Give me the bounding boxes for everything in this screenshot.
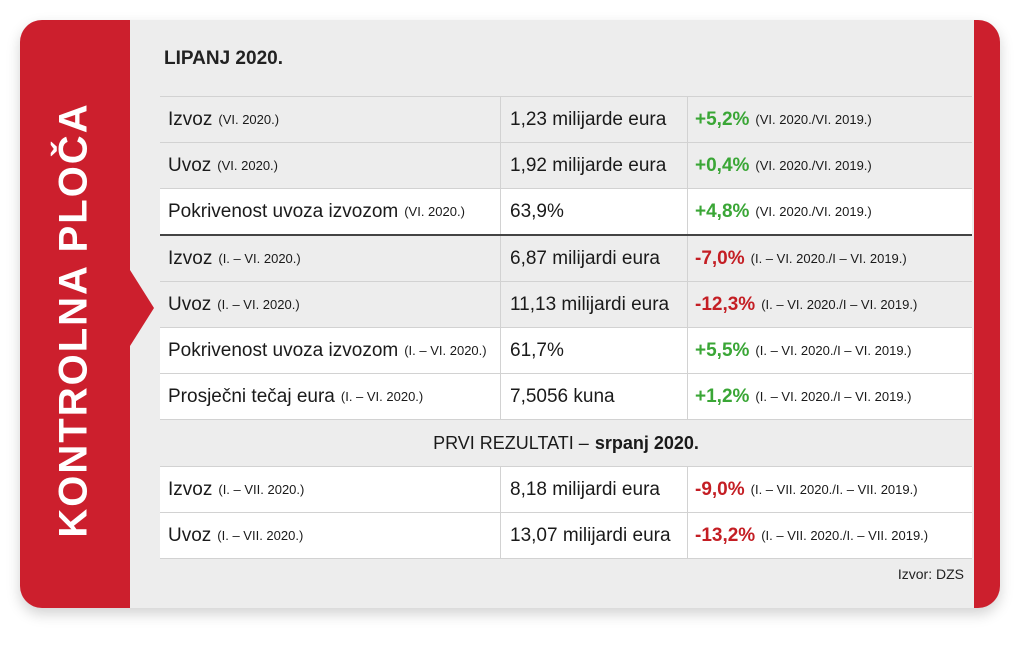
table-row: Prosječni tečaj eura (I. – VI. 2020.) 7,5…	[160, 373, 972, 419]
row-change-period: (VI. 2020./VI. 2019.)	[755, 158, 872, 173]
row-change: -13,2%	[695, 524, 756, 546]
row-change: -7,0%	[695, 247, 745, 269]
row-value: 7,5056 kuna	[510, 385, 615, 407]
row-change: +5,5%	[695, 339, 750, 361]
row-label: Pokrivenost uvoza izvozom	[168, 339, 399, 361]
row-label: Izvoz	[168, 478, 213, 500]
side-title: KONTROLNA PLOČA	[51, 102, 96, 538]
row-period: (VI. 2020.)	[218, 112, 280, 127]
row-change: +1,2%	[695, 385, 750, 407]
table-row: Pokrivenost uvoza izvozom (VI. 2020.) 63,…	[160, 188, 972, 234]
side-notch	[130, 270, 154, 346]
row-value: 6,87 milijardi eura	[510, 247, 660, 269]
source-note: Izvor: DZS	[897, 566, 964, 582]
row-label: Prosječni tečaj eura	[168, 385, 335, 407]
row-label: Pokrivenost uvoza izvozom	[168, 200, 399, 222]
row-period: (VI. 2020.)	[217, 158, 278, 173]
row-period: (I. – VII. 2020.)	[217, 528, 304, 543]
page-title: LIPANJ 2020.	[164, 48, 283, 69]
row-change: -12,3%	[695, 293, 756, 315]
row-period: (I. – VII. 2020.)	[218, 482, 305, 497]
row-change-period: (VI. 2020./VI. 2019.)	[755, 112, 872, 127]
row-value: 8,18 milijardi eura	[510, 478, 660, 500]
row-label: Uvoz	[168, 154, 212, 176]
row-change-period: (I. – VII. 2020./I. – VII. 2019.)	[750, 482, 918, 497]
row-change-period: (I. – VI. 2020./I – VI. 2019.)	[750, 251, 907, 266]
row-label: Uvoz	[168, 524, 212, 546]
section-prefix: PRVI REZULTATI –	[433, 432, 589, 453]
table-row: Izvoz (VI. 2020.) 1,23 milijarde eura +5,…	[160, 96, 972, 142]
table-row: Izvoz (I. – VII. 2020.) 8,18 milijardi eu…	[160, 466, 972, 512]
row-value: 13,07 milijardi eura	[510, 524, 671, 546]
row-value: 1,23 milijarde eura	[510, 108, 667, 130]
table-row: Uvoz (VI. 2020.) 1,92 milijarde eura +0,4…	[160, 142, 972, 188]
row-value: 63,9%	[510, 200, 564, 222]
row-value: 1,92 milijarde eura	[510, 154, 667, 176]
row-change: +0,4%	[695, 154, 750, 176]
row-change: +5,2%	[695, 108, 750, 130]
row-change-period: (I. – VI. 2020./I – VI. 2019.)	[755, 343, 912, 358]
row-period: (I. – VI. 2020.)	[217, 297, 300, 312]
table-row: Izvoz (I. – VI. 2020.) 6,87 milijardi eur…	[160, 234, 972, 281]
table-row: Pokrivenost uvoza izvozom (I. – VI. 2020.…	[160, 327, 972, 373]
row-period: (I. – VI. 2020.)	[218, 251, 301, 266]
row-change-period: (VI. 2020./VI. 2019.)	[755, 204, 872, 219]
table-row: Uvoz (I. – VI. 2020.) 11,13 milijardi eur…	[160, 281, 972, 327]
row-change-period: (I. – VII. 2020./I. – VII. 2019.)	[761, 528, 929, 543]
table-row: Uvoz (I. – VII. 2020.) 13,07 milijardi eu…	[160, 512, 972, 558]
row-change: -9,0%	[695, 478, 745, 500]
row-change-period: (I. – VI. 2020./I – VI. 2019.)	[761, 297, 918, 312]
stats-table: Izvoz (VI. 2020.) 1,23 milijarde eura +5,…	[160, 96, 972, 559]
row-label: Izvoz	[168, 247, 213, 269]
row-label: Uvoz	[168, 293, 212, 315]
row-change-period: (I. – VI. 2020./I – VI. 2019.)	[755, 389, 912, 404]
row-value: 11,13 milijardi eura	[510, 293, 670, 315]
row-change: +4,8%	[695, 200, 750, 222]
row-period: (I. – VI. 2020.)	[404, 343, 487, 358]
row-period: (VI. 2020.)	[404, 204, 465, 219]
row-value: 61,7%	[510, 339, 564, 361]
row-period: (I. – VI. 2020.)	[340, 389, 424, 404]
section-header: PRVI REZULTATI – srpanj 2020.	[160, 419, 972, 466]
row-label: Izvoz	[168, 108, 213, 130]
section-month: srpanj 2020.	[594, 432, 699, 453]
